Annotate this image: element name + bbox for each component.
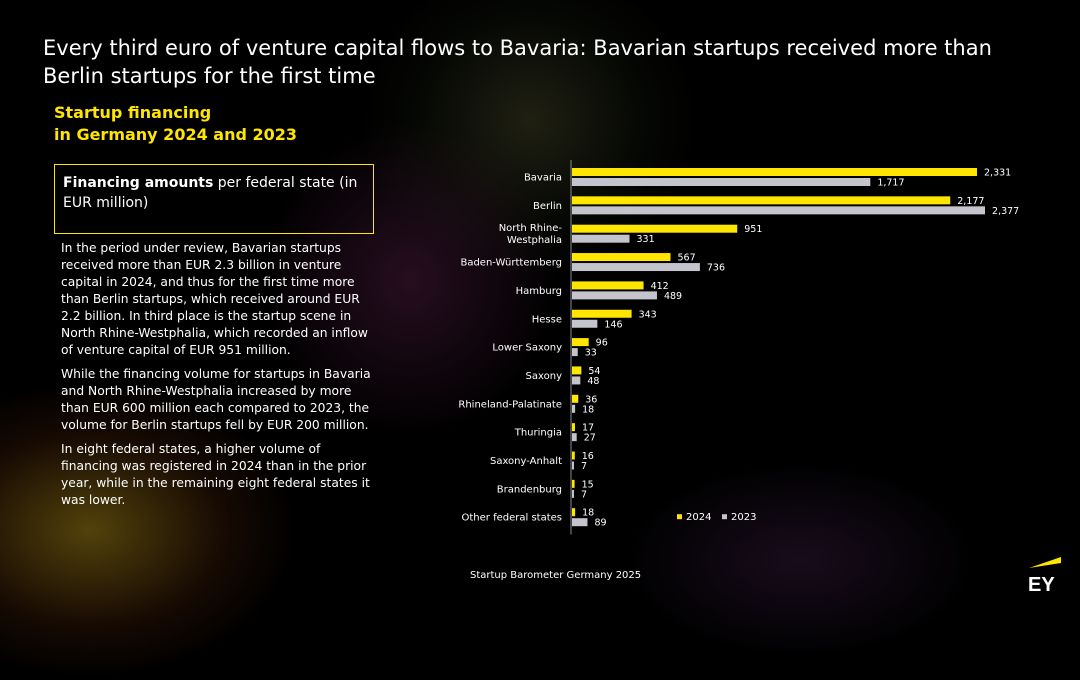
bar-2024 xyxy=(572,168,978,176)
data-label-2023: 331 xyxy=(637,234,655,245)
data-label-2023: 48 xyxy=(587,376,599,387)
legend-label-2024: 2024 xyxy=(686,512,711,523)
bar-2024 xyxy=(572,423,575,432)
category-label: Westphalia xyxy=(507,235,562,246)
category-label: Lower Saxony xyxy=(492,343,562,354)
category-label: Baden-Württemberg xyxy=(460,258,562,269)
bar-2024 xyxy=(572,281,644,290)
category-label: Saxony-Anhalt xyxy=(490,456,562,467)
data-label-2024: 2,331 xyxy=(984,168,1011,179)
data-label-2024: 54 xyxy=(588,366,600,377)
bar-2024 xyxy=(572,338,589,347)
footer-source: Startup Barometer Germany 2025 xyxy=(470,570,642,581)
legend-swatch-2023 xyxy=(722,514,727,520)
subtitle-line-1: Startup financing xyxy=(54,103,212,122)
data-label-2023: 18 xyxy=(582,404,594,415)
bar-2023 xyxy=(572,234,630,243)
category-label: Berlin xyxy=(533,201,562,212)
unit-note-box: Financing amounts per federal state (in … xyxy=(54,164,374,234)
body-text: In the period under review, Bavarian sta… xyxy=(61,240,377,516)
data-label-2023: 2,377 xyxy=(992,206,1019,217)
data-label-2024: 15 xyxy=(582,479,594,490)
unit-note-bold: Financing amounts xyxy=(63,175,214,191)
ey-logo-text: EY xyxy=(1028,574,1055,595)
bar-2023 xyxy=(572,376,581,385)
ey-logo-icon: EY xyxy=(1028,557,1061,595)
bar-2023 xyxy=(572,319,598,328)
chart-subtitle: Startup financing in Germany 2024 and 20… xyxy=(54,102,297,146)
data-label-2023: 1,717 xyxy=(877,178,904,189)
bar-2023 xyxy=(572,404,576,413)
body-paragraph-1: In the period under review, Bavarian sta… xyxy=(61,241,368,357)
data-label-2023: 33 xyxy=(585,348,597,359)
data-label-2023: 7 xyxy=(581,461,587,472)
data-label-2024: 18 xyxy=(582,508,594,519)
financing-bar-chart: Bavaria 2,331 1,717 Berlin 2,177 2,377 North R… xyxy=(458,160,1019,535)
bar-2024 xyxy=(572,479,575,488)
bar-2024 xyxy=(572,451,575,460)
category-label: Rhineland-Palatinate xyxy=(458,399,562,410)
category-label: North Rhine- xyxy=(499,223,563,234)
bar-2024 xyxy=(572,508,576,517)
subtitle-line-2: in Germany 2024 and 2023 xyxy=(54,125,298,144)
bar-2024 xyxy=(572,196,951,205)
page-title: Every third euro of venture capital flow… xyxy=(43,36,992,88)
category-label: Brandenburg xyxy=(497,484,562,495)
data-label-2023: 27 xyxy=(584,433,596,444)
bar-2024 xyxy=(572,309,632,318)
data-label-2024: 17 xyxy=(582,423,594,434)
data-label-2024: 951 xyxy=(744,224,762,235)
data-label-2024: 2,177 xyxy=(957,196,984,207)
bar-2023 xyxy=(572,263,700,272)
category-label: Thuringia xyxy=(514,428,562,439)
data-label-2023: 736 xyxy=(707,263,725,274)
bar-2023 xyxy=(572,433,577,442)
data-label-2023: 7 xyxy=(581,489,587,500)
bar-2023 xyxy=(572,489,574,498)
bar-2024 xyxy=(572,366,582,375)
data-label-2024: 16 xyxy=(582,451,594,462)
bar-2023 xyxy=(572,206,985,215)
bar-2023 xyxy=(572,461,574,470)
category-label: Saxony xyxy=(526,371,563,382)
body-paragraph-2: While the financing volume for startups … xyxy=(61,367,371,432)
data-label-2023: 146 xyxy=(604,319,622,330)
bar-2023 xyxy=(572,291,657,300)
bar-2024 xyxy=(572,394,579,403)
bar-2023 xyxy=(572,178,871,186)
category-label: Other federal states xyxy=(462,513,562,524)
category-label: Bavaria xyxy=(524,173,562,184)
bar-2024 xyxy=(572,224,738,233)
bar-2024 xyxy=(572,253,671,262)
legend-swatch-2024 xyxy=(677,514,682,520)
category-label: Hesse xyxy=(532,314,562,325)
data-label-2024: 36 xyxy=(585,394,597,405)
data-label-2024: 96 xyxy=(596,338,608,349)
data-label-2023: 489 xyxy=(664,291,682,302)
body-paragraph-3: In eight federal states, a higher volume… xyxy=(61,442,370,507)
data-label-2024: 412 xyxy=(651,281,669,292)
bar-2023 xyxy=(572,518,588,527)
category-label: Hamburg xyxy=(516,286,562,297)
bar-2023 xyxy=(572,348,578,357)
data-label-2023: 89 xyxy=(594,518,606,529)
unit-note-rest: per federal state (in EUR million) xyxy=(63,175,358,211)
data-label-2024: 343 xyxy=(639,309,657,320)
legend-label-2023: 2023 xyxy=(731,512,756,523)
data-label-2024: 567 xyxy=(678,253,696,264)
